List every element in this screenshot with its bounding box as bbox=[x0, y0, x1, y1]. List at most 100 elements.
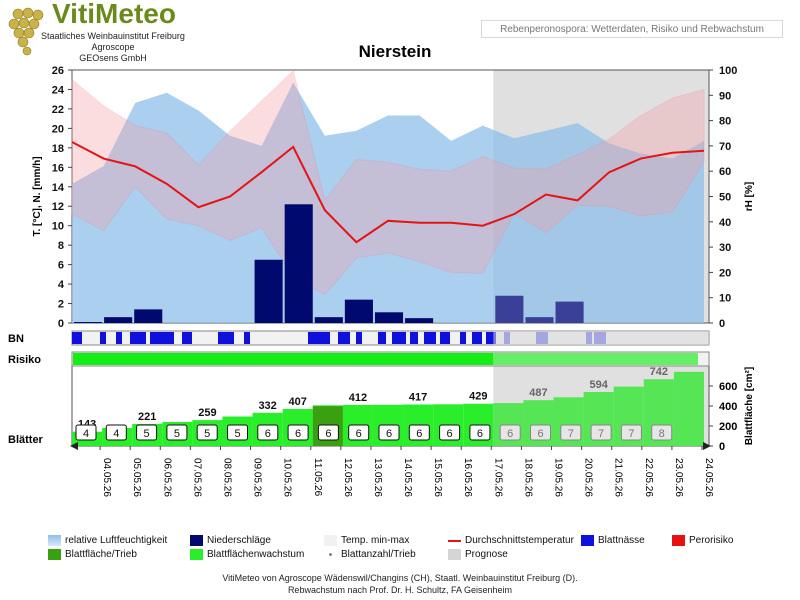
leaf-count-label: 8 bbox=[659, 428, 665, 440]
leaf-count-box bbox=[620, 424, 642, 441]
date-tick-label: 09.05.26 bbox=[252, 458, 263, 497]
leaf-count-label: 4 bbox=[83, 428, 89, 440]
blattnaesse-mark bbox=[460, 332, 466, 344]
leaf-area-value-label: 429 bbox=[469, 391, 487, 403]
header-subtitle: Rebenperonospora: Wetterdaten, Risiko un… bbox=[481, 20, 783, 38]
leaf-axis-label: Blattfläche [cm²] bbox=[744, 367, 755, 445]
legend-item-prognose: Prognose bbox=[448, 549, 508, 560]
leaf-count-box bbox=[227, 424, 248, 441]
left-axis-tick-label: 2 bbox=[58, 299, 64, 311]
blattnaesse-mark bbox=[72, 332, 82, 344]
leaf-count-label: 6 bbox=[386, 428, 392, 440]
leaf-area-value-label: 487 bbox=[529, 387, 547, 399]
legend-label: Prognose bbox=[465, 549, 508, 560]
leaf-area-value-label: 259 bbox=[198, 407, 216, 419]
blattnaesse-mark bbox=[150, 332, 174, 344]
leaf-count-label: 6 bbox=[356, 428, 362, 440]
leaf-area-value-label: 221 bbox=[138, 411, 156, 423]
page-title: Nierstein bbox=[358, 42, 432, 61]
leaf-count-label: 7 bbox=[568, 428, 574, 440]
risiko-low-bar-prognose bbox=[493, 353, 698, 365]
precip-bar bbox=[344, 299, 373, 323]
blattnaesse-mark bbox=[308, 332, 330, 344]
legend-label: Blattflächenwachstum bbox=[207, 549, 305, 560]
left-axis-label: T. [°C], N. [mm/h] bbox=[32, 156, 43, 236]
legend-swatch bbox=[48, 549, 61, 560]
leaf-count-label: 6 bbox=[477, 428, 483, 440]
precip-bar bbox=[314, 317, 343, 323]
legend-item-leaf-count: Blattanzahl/Trieb bbox=[324, 549, 416, 560]
left-arrow-icon bbox=[70, 442, 78, 450]
logo-line-agroscope: Agroscope bbox=[91, 42, 135, 52]
blattnaesse-mark bbox=[100, 332, 106, 344]
weather-chart: 0246810121416182022242601020304050607080… bbox=[8, 65, 755, 497]
blattnaesse-mark bbox=[218, 332, 234, 344]
legend-item-blattnaesse: Blattnässe bbox=[581, 535, 645, 546]
left-axis-tick-label: 26 bbox=[52, 65, 64, 77]
precip-bar bbox=[525, 317, 554, 323]
blattnaesse-mark bbox=[116, 332, 122, 344]
right-axis-tick-label: 80 bbox=[719, 116, 731, 128]
blattnaesse-mark bbox=[410, 332, 418, 344]
leaf-count-box bbox=[408, 424, 430, 441]
leaf-count-box bbox=[651, 424, 673, 441]
leaf-count-box bbox=[257, 424, 279, 441]
prognose-region-bn bbox=[493, 331, 709, 345]
left-axis-tick-label: 24 bbox=[52, 84, 65, 96]
legend-label: relative Luftfeuchtigkeit bbox=[65, 535, 168, 546]
blattnaesse-mark bbox=[182, 332, 192, 344]
leaf-axis-tick-label: 400 bbox=[719, 401, 737, 413]
date-tick-label: 22.05.26 bbox=[643, 458, 654, 497]
precip-bar bbox=[284, 204, 313, 323]
legend-item-temp-line: Durchschnittstemperatur bbox=[448, 535, 574, 546]
left-axis-tick-label: 8 bbox=[58, 240, 64, 252]
legend-item-temp-band: Temp. min-max bbox=[324, 535, 409, 546]
left-axis-tick-label: 12 bbox=[52, 201, 64, 213]
leaf-count-box bbox=[136, 424, 158, 441]
leaf-count-label: 6 bbox=[447, 428, 453, 440]
precip-bar bbox=[104, 317, 133, 323]
left-axis-tick-label: 14 bbox=[52, 182, 65, 194]
blattnaesse-mark bbox=[244, 332, 250, 344]
leaf-count-label: 6 bbox=[416, 428, 422, 440]
leaf-count-label: 5 bbox=[144, 428, 150, 440]
leaf-count-box bbox=[560, 424, 582, 441]
left-axis-tick-label: 16 bbox=[52, 162, 64, 174]
date-tick-label: 10.05.26 bbox=[282, 458, 293, 497]
leaf-area-value-label: 417 bbox=[409, 392, 427, 404]
leaf-axis-tick-label: 600 bbox=[719, 381, 737, 393]
left-axis-tick-label: 22 bbox=[52, 104, 64, 116]
mean-temperature-line bbox=[71, 141, 705, 244]
left-axis-tick-label: 6 bbox=[58, 260, 64, 272]
leaf-count-box bbox=[105, 424, 127, 441]
legend-label: Perorisiko bbox=[689, 535, 734, 546]
legend-label: Temp. min-max bbox=[341, 535, 410, 546]
leaf-count-label: 6 bbox=[325, 428, 331, 440]
risiko-low-bar bbox=[73, 353, 494, 365]
blattnaesse-mark bbox=[392, 332, 406, 344]
legend-item-leaf-area: Blattfläche/Trieb bbox=[48, 549, 137, 560]
date-tick-label: 16.05.26 bbox=[462, 458, 473, 497]
right-axis-tick-label: 60 bbox=[719, 166, 731, 178]
precip-bar bbox=[254, 259, 283, 323]
precip-bar bbox=[405, 318, 434, 323]
legend-item-perorisiko: Perorisiko bbox=[672, 535, 733, 546]
leaf-count-box bbox=[469, 424, 491, 441]
blattnaesse-mark bbox=[424, 332, 436, 344]
bn-label: BN bbox=[8, 333, 24, 345]
leaf-count-box bbox=[530, 424, 551, 441]
blattnaesse-mark bbox=[440, 332, 450, 344]
leaf-count-label: 7 bbox=[628, 428, 634, 440]
right-axis-tick-label: 90 bbox=[719, 90, 731, 102]
leaf-count-label: 7 bbox=[598, 428, 604, 440]
leaf-count-box bbox=[287, 424, 309, 441]
legend-swatch bbox=[672, 535, 685, 546]
left-axis-tick-label: 4 bbox=[58, 279, 65, 291]
logo-line-institute: Staatliches Weinbauinstitut Freiburg bbox=[41, 31, 185, 41]
leaf-count-box bbox=[348, 424, 370, 441]
precip-bar bbox=[495, 295, 524, 323]
date-tick-label: 11.05.26 bbox=[312, 458, 323, 497]
legend-label: Blattnässe bbox=[598, 535, 645, 546]
leaf-count-label: 5 bbox=[234, 428, 240, 440]
blattnaesse-mark bbox=[130, 332, 146, 344]
